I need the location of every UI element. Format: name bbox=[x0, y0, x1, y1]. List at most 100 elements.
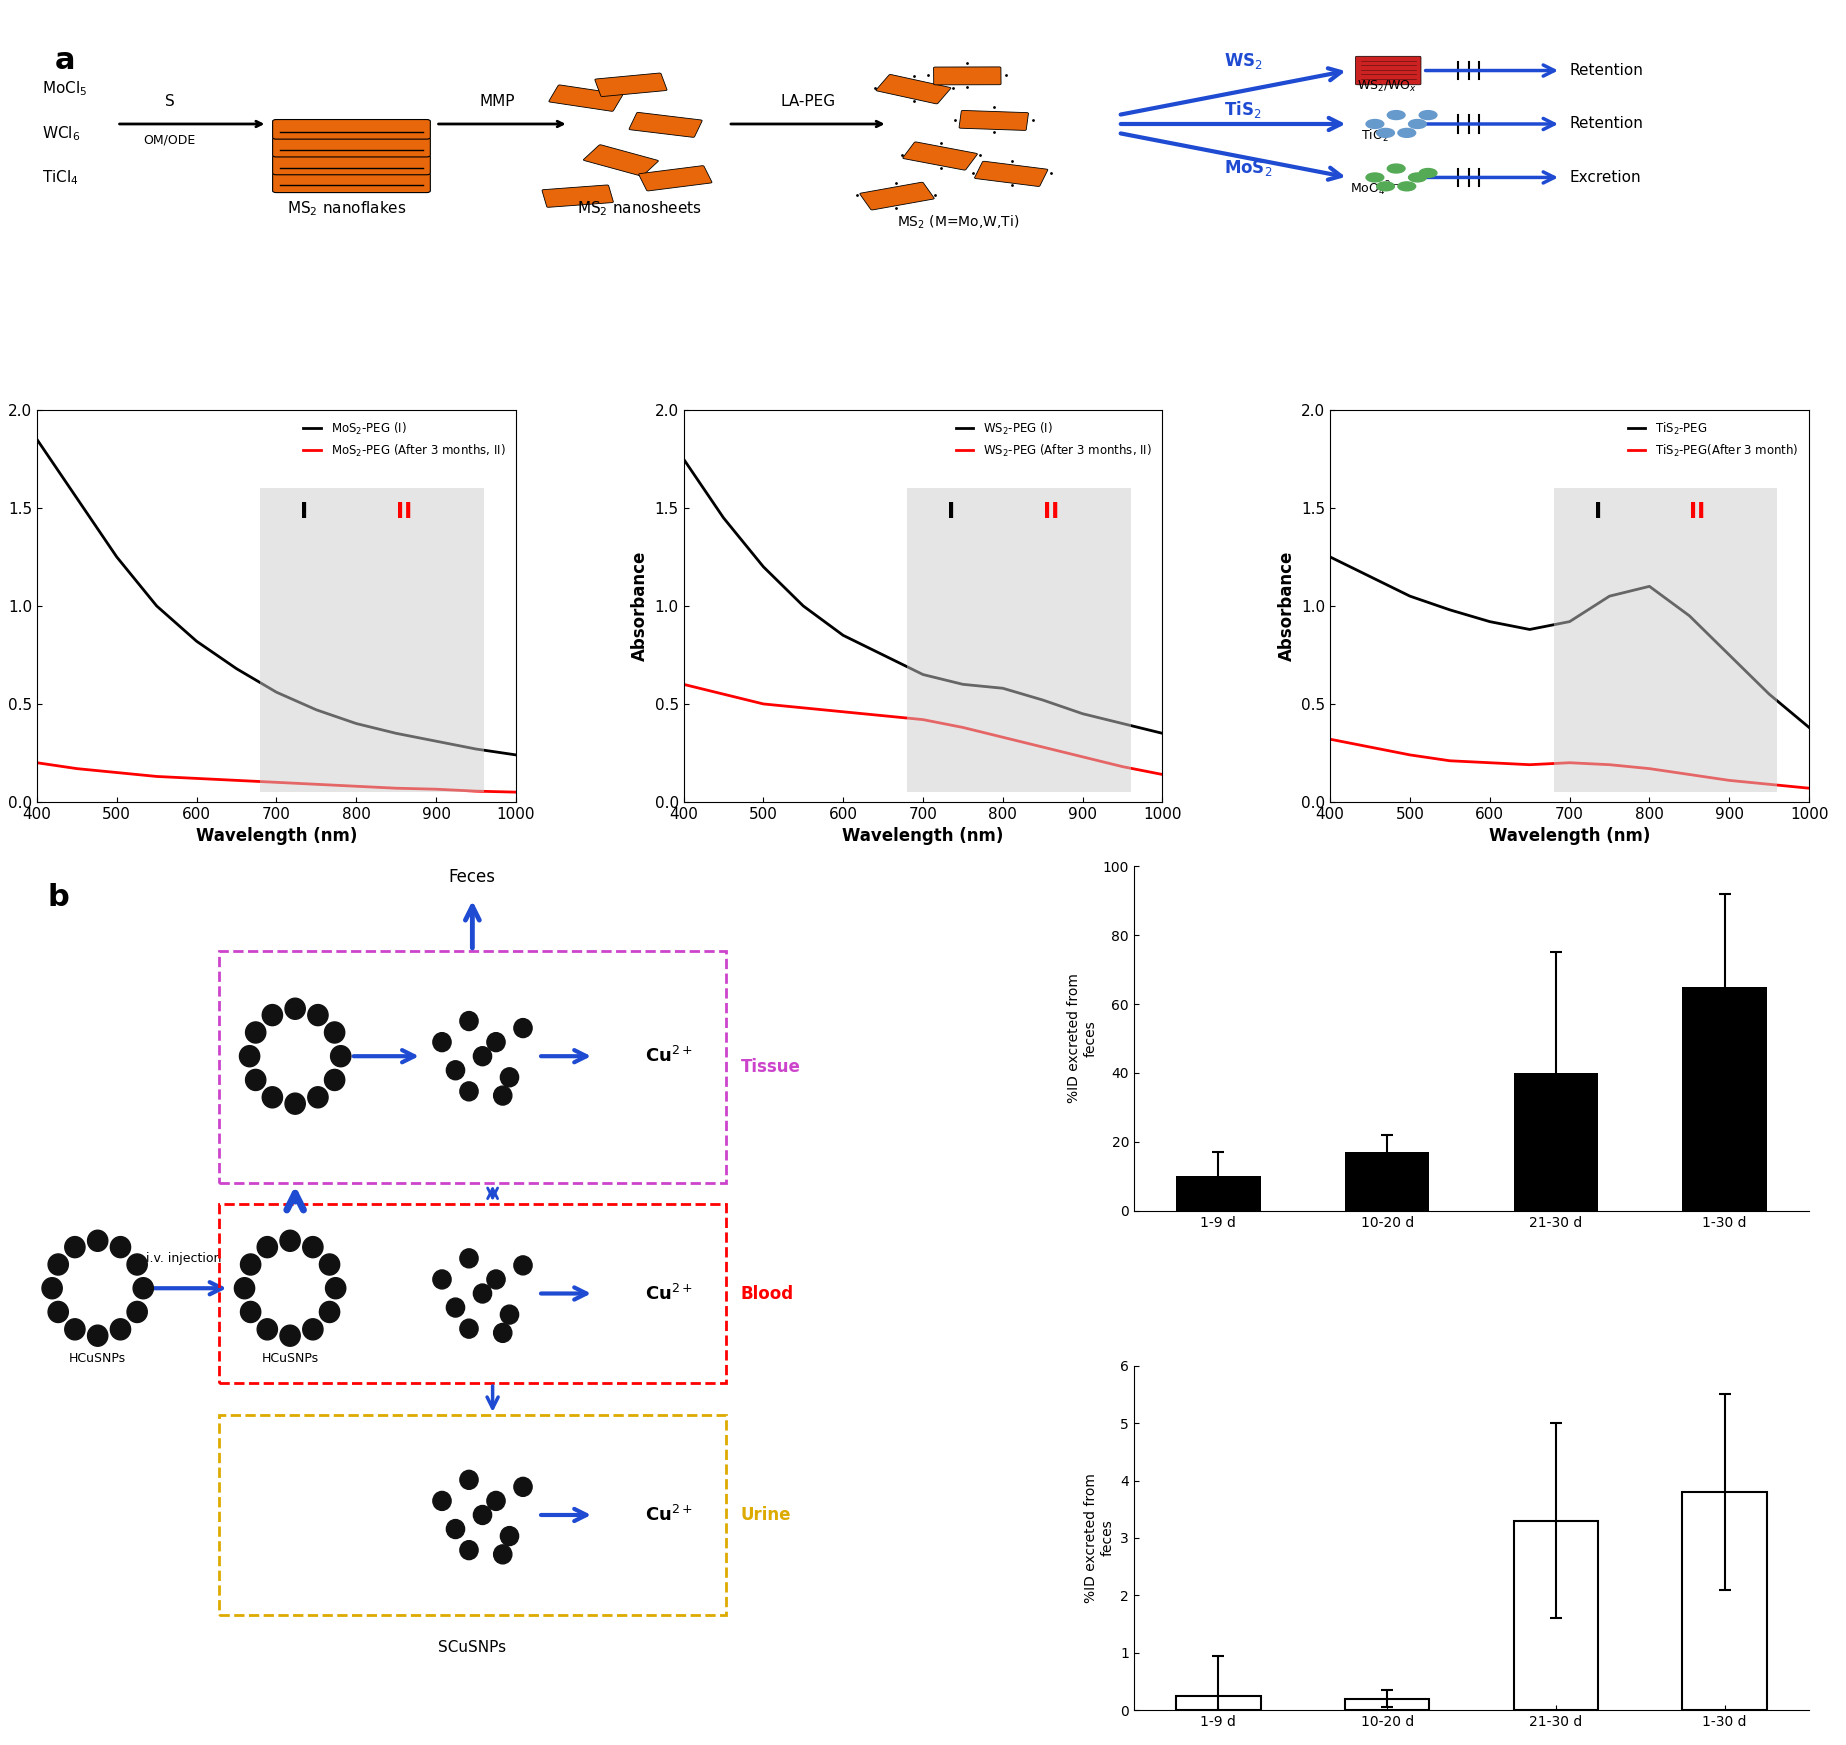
Text: Urine: Urine bbox=[740, 1506, 792, 1523]
Circle shape bbox=[513, 1478, 532, 1497]
Circle shape bbox=[257, 1319, 277, 1340]
FancyBboxPatch shape bbox=[860, 181, 934, 209]
FancyBboxPatch shape bbox=[273, 119, 430, 140]
Circle shape bbox=[1408, 173, 1427, 181]
Text: MoCl$_5$: MoCl$_5$ bbox=[42, 80, 87, 98]
Text: SCuSNPs: SCuSNPs bbox=[438, 1640, 506, 1654]
Text: I: I bbox=[301, 503, 308, 522]
Circle shape bbox=[325, 1277, 345, 1298]
Circle shape bbox=[493, 1544, 511, 1564]
Text: TiO$_2$: TiO$_2$ bbox=[1361, 127, 1388, 145]
Circle shape bbox=[111, 1319, 131, 1340]
Circle shape bbox=[432, 1492, 450, 1511]
Circle shape bbox=[447, 1061, 465, 1080]
Text: Cu$^{2+}$: Cu$^{2+}$ bbox=[644, 1284, 692, 1304]
Text: HCuSNPs: HCuSNPs bbox=[262, 1352, 319, 1365]
Circle shape bbox=[319, 1302, 340, 1323]
Circle shape bbox=[1366, 173, 1384, 181]
Text: MMP: MMP bbox=[480, 94, 515, 110]
Circle shape bbox=[460, 1541, 478, 1560]
Text: OM/ODE: OM/ODE bbox=[144, 134, 196, 147]
Circle shape bbox=[473, 1506, 491, 1525]
Circle shape bbox=[500, 1068, 519, 1087]
Text: WCl$_6$: WCl$_6$ bbox=[42, 124, 81, 143]
Circle shape bbox=[460, 1012, 478, 1031]
Text: I: I bbox=[947, 503, 954, 522]
Circle shape bbox=[246, 1070, 266, 1091]
Text: LA-PEG: LA-PEG bbox=[781, 94, 836, 110]
Circle shape bbox=[500, 1305, 519, 1324]
Text: Blood: Blood bbox=[740, 1284, 794, 1302]
Circle shape bbox=[1408, 119, 1427, 129]
Bar bbox=[1682, 988, 1767, 1211]
Circle shape bbox=[1388, 110, 1405, 119]
Text: II: II bbox=[1043, 503, 1060, 522]
Circle shape bbox=[308, 1005, 329, 1026]
Circle shape bbox=[487, 1270, 506, 1290]
Circle shape bbox=[1366, 119, 1384, 129]
Circle shape bbox=[460, 1471, 478, 1488]
FancyBboxPatch shape bbox=[273, 138, 430, 157]
Circle shape bbox=[1377, 129, 1394, 138]
Circle shape bbox=[325, 1023, 345, 1044]
Circle shape bbox=[325, 1070, 345, 1091]
Text: Retention: Retention bbox=[1569, 117, 1643, 131]
Y-axis label: Absorbance: Absorbance bbox=[631, 551, 650, 661]
FancyBboxPatch shape bbox=[594, 73, 666, 96]
Circle shape bbox=[48, 1255, 68, 1276]
FancyBboxPatch shape bbox=[903, 141, 977, 169]
Circle shape bbox=[133, 1277, 153, 1298]
Circle shape bbox=[127, 1302, 148, 1323]
Text: MoS$_2$: MoS$_2$ bbox=[1224, 159, 1272, 178]
Circle shape bbox=[432, 1033, 450, 1052]
Bar bbox=[1514, 1520, 1599, 1710]
Text: i.v. injection: i.v. injection bbox=[146, 1251, 222, 1265]
Bar bbox=[1176, 1696, 1261, 1710]
FancyBboxPatch shape bbox=[975, 161, 1049, 187]
Circle shape bbox=[447, 1298, 465, 1317]
Circle shape bbox=[1388, 164, 1405, 173]
Text: TiS$_2$: TiS$_2$ bbox=[1224, 99, 1261, 120]
Legend: MoS$_2$-PEG (I), MoS$_2$-PEG (After 3 months, II): MoS$_2$-PEG (I), MoS$_2$-PEG (After 3 mo… bbox=[299, 415, 509, 464]
Circle shape bbox=[473, 1284, 491, 1304]
Circle shape bbox=[447, 1520, 465, 1539]
Circle shape bbox=[234, 1277, 255, 1298]
FancyBboxPatch shape bbox=[273, 155, 430, 175]
FancyBboxPatch shape bbox=[639, 166, 713, 190]
Circle shape bbox=[284, 1092, 305, 1115]
Text: Retention: Retention bbox=[1569, 63, 1643, 79]
Circle shape bbox=[500, 1527, 519, 1546]
Circle shape bbox=[284, 998, 305, 1019]
Circle shape bbox=[65, 1237, 85, 1258]
Circle shape bbox=[487, 1033, 506, 1052]
Circle shape bbox=[308, 1087, 329, 1108]
FancyBboxPatch shape bbox=[877, 75, 951, 105]
Circle shape bbox=[127, 1255, 148, 1276]
X-axis label: Wavelength (nm): Wavelength (nm) bbox=[1490, 827, 1650, 845]
Circle shape bbox=[240, 1302, 260, 1323]
Bar bbox=[260, 489, 484, 792]
Circle shape bbox=[1397, 129, 1416, 138]
Circle shape bbox=[460, 1319, 478, 1338]
X-axis label: Wavelength (nm): Wavelength (nm) bbox=[196, 827, 356, 845]
Circle shape bbox=[262, 1087, 282, 1108]
FancyBboxPatch shape bbox=[934, 66, 1001, 86]
Circle shape bbox=[1420, 169, 1436, 178]
FancyBboxPatch shape bbox=[583, 145, 659, 176]
Bar bbox=[1346, 1698, 1429, 1710]
Text: II: II bbox=[1689, 503, 1706, 522]
Text: Tissue: Tissue bbox=[740, 1057, 801, 1075]
Legend: TiS$_2$-PEG, TiS$_2$-PEG(After 3 month): TiS$_2$-PEG, TiS$_2$-PEG(After 3 month) bbox=[1623, 415, 1804, 464]
Circle shape bbox=[87, 1324, 107, 1345]
Text: WS$_2$/WO$_x$: WS$_2$/WO$_x$ bbox=[1357, 79, 1418, 94]
Text: Cu$^{2+}$: Cu$^{2+}$ bbox=[644, 1504, 692, 1525]
Text: I: I bbox=[1593, 503, 1602, 522]
Text: Feces: Feces bbox=[449, 869, 497, 886]
Bar bbox=[1554, 489, 1778, 792]
Text: S: S bbox=[164, 94, 175, 110]
Circle shape bbox=[87, 1230, 107, 1251]
Bar bbox=[1514, 1073, 1599, 1211]
Bar bbox=[1176, 1176, 1261, 1211]
Circle shape bbox=[240, 1255, 260, 1276]
Circle shape bbox=[1377, 181, 1394, 190]
